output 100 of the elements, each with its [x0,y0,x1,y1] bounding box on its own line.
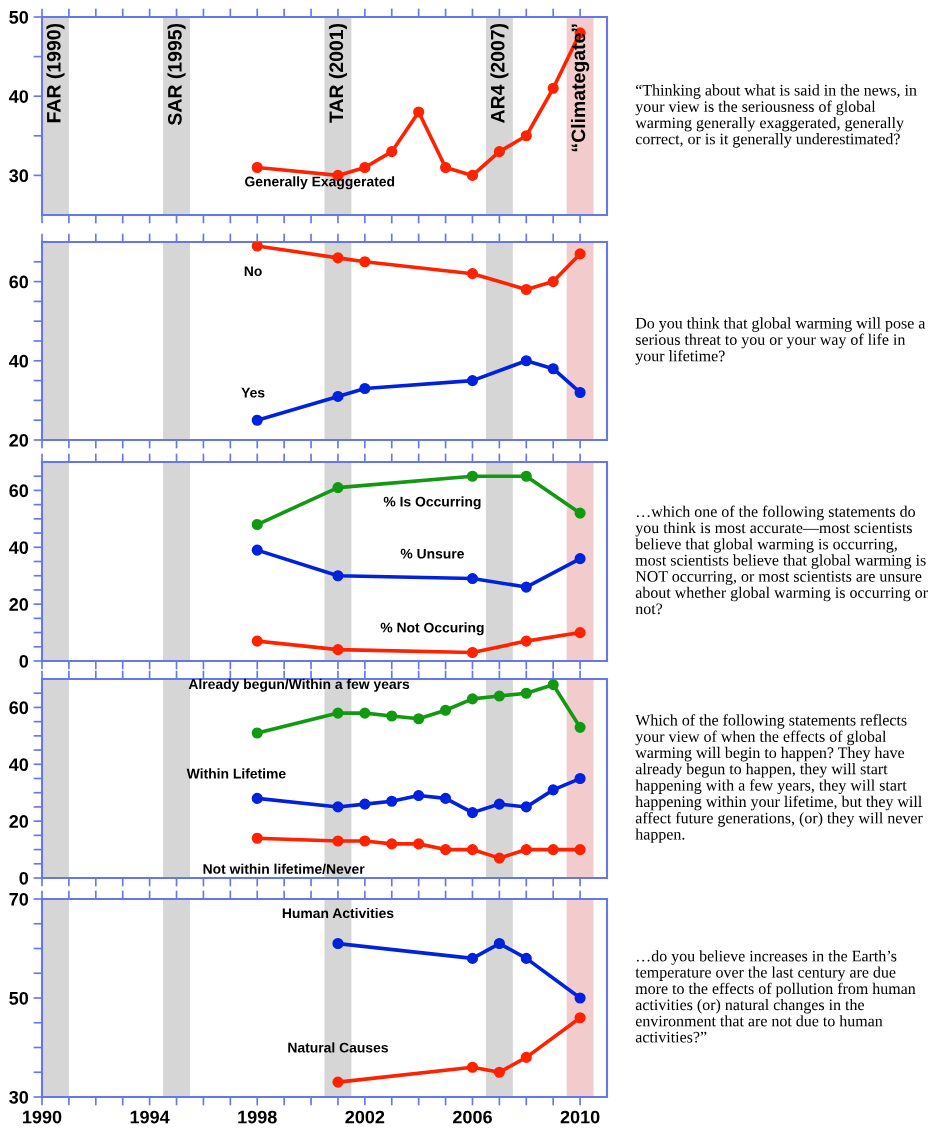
y-tick-label: 20 [9,598,29,611]
series-label: No [244,266,262,277]
x-tick-label: 2010 [560,1110,600,1124]
point [440,704,452,716]
point [547,679,559,691]
y-tick-label: 0 [19,871,29,885]
point [547,844,559,856]
point [251,242,263,252]
y-tick-label: 60 [9,275,29,289]
point [251,635,263,647]
point [466,470,479,482]
y-tick-label: 70 [9,892,29,906]
point [332,835,344,847]
point [332,707,344,719]
point [520,801,532,813]
y-tick-label: 40 [9,541,29,555]
point [466,844,479,856]
point [440,844,452,856]
point [332,937,344,950]
point [574,721,586,733]
y-tick-label: 40 [9,90,29,103]
point [466,375,479,387]
point [574,1012,586,1024]
point [574,844,586,856]
point [413,713,425,725]
point [413,106,425,118]
point [466,268,479,280]
point [466,646,479,659]
point [359,798,371,810]
point [493,852,505,864]
y-tick-label: 20 [9,433,29,447]
series-label: Human Activities [282,907,394,919]
point [251,518,263,531]
point [466,1061,479,1073]
point [547,276,559,288]
band-label: FAR (1990) [46,23,65,123]
point [332,482,344,494]
point [520,470,532,482]
point [574,627,586,639]
text: …which one of the following statements do you think is most accurate—most scientists believe that global warming is occurring, most scientists believe that global warming is NOT occurring, or most scientists are unsure about whether global warming is occurring or not? [635,505,928,615]
point [251,832,263,844]
point [466,573,479,585]
y-tick-label: 0 [19,654,29,668]
point [493,937,505,950]
series-label: % Is Occurring [383,496,481,510]
point [332,1076,344,1088]
point [520,581,532,593]
point [466,807,479,819]
point [359,382,371,395]
y-tick-label: 30 [9,1090,29,1104]
point [466,169,479,181]
y-tick-label: 40 [9,758,29,772]
point [520,355,532,367]
text: Which of the following statements reflects your view of when the effects of global warming will begin to happen? They have already begun to happen, they will start happening with a few years, they will start happening within your lifetime, but they will affect future generations, (or) they will never happen. [635,714,923,843]
point [251,727,263,739]
point [251,792,263,804]
point [574,386,586,399]
x-tick-label: 2002 [345,1110,385,1124]
point [359,707,371,719]
point [332,390,344,402]
x-tick-label: 1998 [238,1110,277,1124]
band-label: “Climategate” [570,24,590,152]
point [332,801,344,813]
point [574,248,586,260]
x-tick-label: 1990 [23,1110,62,1124]
point [520,1051,532,1063]
point [386,795,398,807]
series-label: % Not Occuring [380,622,484,636]
point [547,82,559,94]
point [440,792,452,804]
y-tick-label: 60 [9,701,29,715]
series-label: Yes [241,387,265,398]
point [574,507,586,519]
point [520,283,532,296]
point [520,130,532,142]
point [520,687,532,699]
series-label: Natural Causes [288,1042,388,1053]
y-tick-label: 50 [9,10,29,24]
point [574,772,586,785]
point [386,710,398,722]
y-tick-label: 60 [9,484,29,498]
series-label: Generally Exaggerated [245,176,395,190]
band-label: TAR (2001) [328,23,348,123]
point [520,844,532,856]
series-label: Not within lifetime/Never [203,863,365,875]
y-tick-label: 20 [9,815,29,828]
y-tick-label: 50 [9,991,29,1005]
point [574,553,586,565]
y-tick-label: 30 [9,169,29,183]
point [413,838,425,850]
point [493,690,505,702]
series-label: Already begun/Within a few years [188,678,410,692]
point [332,644,344,656]
point [332,570,344,582]
point [440,161,452,174]
point [547,363,559,375]
point [493,1066,505,1078]
band-label: AR4 (2007) [490,23,509,123]
band-label: SAR (1995) [167,23,186,126]
point [413,790,425,802]
